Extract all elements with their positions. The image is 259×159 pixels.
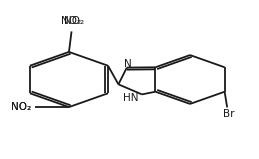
Text: NO₂: NO₂ — [64, 16, 84, 26]
Text: NO₂: NO₂ — [11, 102, 31, 112]
Text: Br: Br — [223, 109, 234, 119]
Text: NO₂: NO₂ — [61, 16, 82, 26]
Text: HN: HN — [123, 93, 138, 103]
Text: NO₂: NO₂ — [11, 102, 31, 112]
Text: N: N — [124, 59, 132, 69]
